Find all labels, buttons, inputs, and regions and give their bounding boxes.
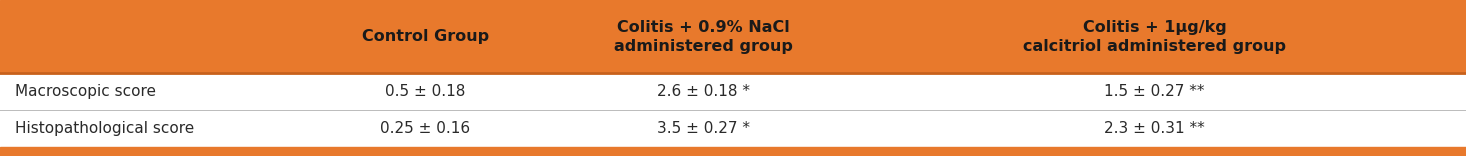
- Text: 0.5 ± 0.18: 0.5 ± 0.18: [386, 84, 465, 99]
- Bar: [0, 147, 1466, 156]
- Text: Control Group: Control Group: [362, 29, 488, 44]
- Text: Colitis + 0.9% NaCl
administered group: Colitis + 0.9% NaCl administered group: [614, 20, 793, 54]
- Text: 3.5 ± 0.27 *: 3.5 ± 0.27 *: [657, 121, 751, 136]
- Bar: [0, 73, 1466, 147]
- Text: Macroscopic score: Macroscopic score: [15, 84, 155, 99]
- Text: Colitis + 1μg/kg
calcitriol administered group: Colitis + 1μg/kg calcitriol administered…: [1023, 20, 1286, 54]
- Text: 2.3 ± 0.31 **: 2.3 ± 0.31 **: [1104, 121, 1205, 136]
- Text: 2.6 ± 0.18 *: 2.6 ± 0.18 *: [657, 84, 751, 99]
- Text: 0.25 ± 0.16: 0.25 ± 0.16: [380, 121, 471, 136]
- Text: 1.5 ± 0.27 **: 1.5 ± 0.27 **: [1104, 84, 1205, 99]
- Bar: [0, 0, 1466, 73]
- Text: Histopathological score: Histopathological score: [15, 121, 194, 136]
